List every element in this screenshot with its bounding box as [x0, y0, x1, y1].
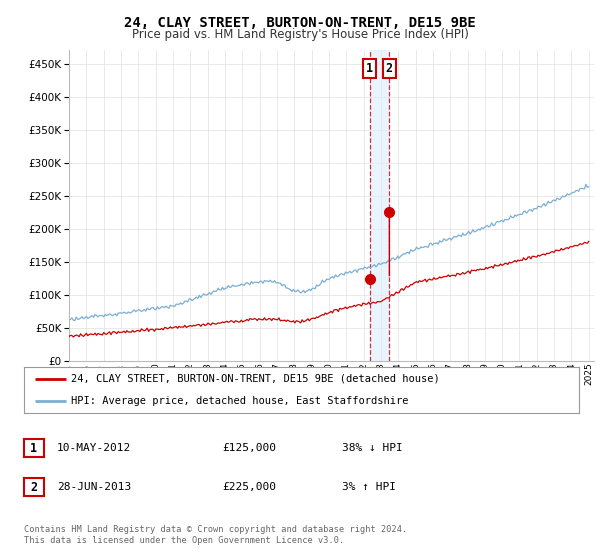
Text: 1: 1 [366, 62, 373, 74]
Text: 38% ↓ HPI: 38% ↓ HPI [342, 443, 403, 453]
Text: 2: 2 [386, 62, 393, 74]
Text: 10-MAY-2012: 10-MAY-2012 [57, 443, 131, 453]
Text: 2: 2 [31, 480, 37, 494]
Text: 24, CLAY STREET, BURTON-ON-TRENT, DE15 9BE: 24, CLAY STREET, BURTON-ON-TRENT, DE15 9… [124, 16, 476, 30]
Text: 28-JUN-2013: 28-JUN-2013 [57, 482, 131, 492]
Text: Contains HM Land Registry data © Crown copyright and database right 2024.
This d: Contains HM Land Registry data © Crown c… [24, 525, 407, 545]
Text: 1: 1 [31, 441, 37, 455]
Text: Price paid vs. HM Land Registry's House Price Index (HPI): Price paid vs. HM Land Registry's House … [131, 28, 469, 41]
Text: 24, CLAY STREET, BURTON-ON-TRENT, DE15 9BE (detached house): 24, CLAY STREET, BURTON-ON-TRENT, DE15 9… [71, 374, 440, 384]
Text: 3% ↑ HPI: 3% ↑ HPI [342, 482, 396, 492]
Text: £125,000: £125,000 [222, 443, 276, 453]
Bar [370, 50, 389, 361]
Text: HPI: Average price, detached house, East Staffordshire: HPI: Average price, detached house, East… [71, 396, 409, 406]
Text: £225,000: £225,000 [222, 482, 276, 492]
